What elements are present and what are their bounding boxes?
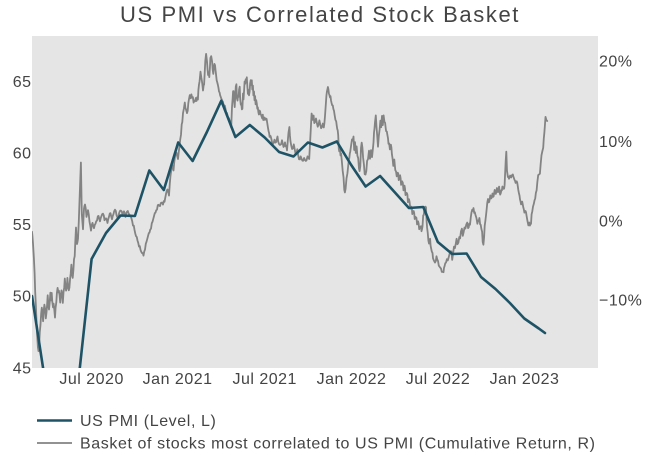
svg-text:Jan 2021: Jan 2021 xyxy=(143,371,213,388)
svg-text:0%: 0% xyxy=(599,213,623,230)
svg-text:−10%: −10% xyxy=(599,292,642,309)
svg-text:10%: 10% xyxy=(599,134,633,151)
svg-text:Jan 2022: Jan 2022 xyxy=(317,371,387,388)
svg-text:20%: 20% xyxy=(599,53,633,70)
svg-text:60: 60 xyxy=(13,146,32,163)
svg-text:Jul 2021: Jul 2021 xyxy=(232,371,297,388)
svg-text:55: 55 xyxy=(13,217,32,234)
svg-text:Jul 2020: Jul 2020 xyxy=(59,371,124,388)
svg-text:US PMI (Level, L): US PMI (Level, L) xyxy=(80,413,216,430)
svg-text:Jul 2022: Jul 2022 xyxy=(406,371,471,388)
svg-text:Jan 2023: Jan 2023 xyxy=(490,371,560,388)
svg-text:US PMI vs Correlated Stock Bas: US PMI vs Correlated Stock Basket xyxy=(120,2,520,27)
svg-text:65: 65 xyxy=(13,74,32,91)
svg-text:50: 50 xyxy=(13,289,32,306)
svg-text:Basket of stocks most correlat: Basket of stocks most correlated to US P… xyxy=(80,436,596,453)
svg-text:45: 45 xyxy=(13,361,32,378)
